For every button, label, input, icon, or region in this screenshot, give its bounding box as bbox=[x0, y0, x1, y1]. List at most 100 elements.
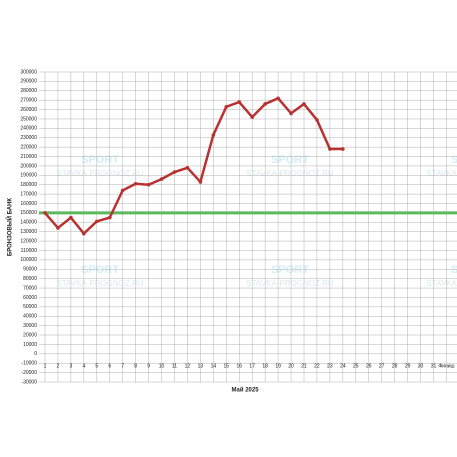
y-tick-label: 250000 bbox=[20, 116, 37, 122]
x-tick-label: 26 bbox=[366, 363, 372, 369]
watermark-site: STAVKA-PROGNOZ.RU bbox=[56, 279, 143, 288]
x-tick-label: 14 bbox=[211, 363, 217, 369]
data-point bbox=[69, 215, 73, 220]
watermark-brand: SPORT bbox=[81, 154, 119, 166]
x-tick-label: 22 bbox=[314, 363, 320, 369]
y-tick-label: 120000 bbox=[20, 238, 37, 244]
data-point bbox=[146, 182, 151, 187]
y-tick-label: 230000 bbox=[20, 135, 37, 141]
x-tick-label: 30 bbox=[418, 363, 424, 369]
data-point bbox=[198, 180, 203, 184]
x-tick-label: 13 bbox=[198, 363, 204, 369]
y-tick-label: 190000 bbox=[20, 173, 37, 179]
x-tick-label: 28 bbox=[392, 363, 398, 369]
watermark-site: STAVKA-PROGNOZ.RU bbox=[426, 169, 457, 178]
x-tick-label: 29 bbox=[405, 363, 411, 369]
y-tick-label: 0 bbox=[34, 351, 37, 357]
x-tick-label: 8 bbox=[134, 363, 137, 369]
x-tick-label: 31 bbox=[431, 363, 437, 369]
x-tick-label: 1 bbox=[44, 363, 47, 369]
y-tick-label: -20000 bbox=[21, 370, 37, 376]
x-tick-label: 23 bbox=[327, 363, 333, 369]
x-tick-label: 24 bbox=[340, 363, 346, 369]
y-tick-label: 290000 bbox=[20, 79, 37, 85]
watermark-brand: SPORT bbox=[81, 264, 119, 276]
watermark-brand: SPORT bbox=[271, 264, 309, 276]
x-tick-label: 15 bbox=[224, 363, 230, 369]
y-tick-label: 40000 bbox=[23, 314, 37, 320]
y-tick-label: 150000 bbox=[20, 210, 37, 216]
data-point bbox=[289, 111, 293, 116]
y-tick-label: -10000 bbox=[21, 361, 37, 367]
x-tick-label: 10 bbox=[159, 363, 165, 369]
y-tick-label: 180000 bbox=[20, 182, 37, 188]
series-line bbox=[44, 96, 343, 236]
watermark-site: STAVKA-PROGNOZ.RU bbox=[426, 279, 457, 288]
data-point bbox=[224, 104, 229, 109]
x-tick-label: 2 bbox=[57, 363, 60, 369]
y-tick-label: 130000 bbox=[20, 229, 37, 235]
x-tick-label: 6 bbox=[108, 363, 111, 369]
x-tick-label: 4 bbox=[82, 363, 85, 369]
data-point bbox=[237, 100, 242, 104]
watermark-site: STAVKA-PROGNOZ.RU bbox=[246, 169, 333, 178]
x-tick-label: 18 bbox=[262, 363, 268, 369]
y-tick-label: 220000 bbox=[20, 144, 37, 150]
x-tick-label: 25 bbox=[353, 363, 359, 369]
data-point bbox=[250, 115, 254, 119]
data-point bbox=[95, 219, 99, 224]
data-point bbox=[263, 102, 267, 106]
y-tick-label: 20000 bbox=[23, 332, 37, 338]
y-tick-label: 270000 bbox=[20, 98, 37, 104]
watermark-brand: SPORT bbox=[451, 264, 457, 276]
data-point bbox=[172, 170, 177, 174]
y-tick-label: 30000 bbox=[23, 323, 37, 329]
watermark-site: STAVKA-PROGNOZ.RU bbox=[246, 279, 333, 288]
data-point bbox=[133, 181, 138, 186]
data-point bbox=[315, 118, 319, 122]
x-tick-label: 11 bbox=[172, 363, 177, 369]
x-tick-label: 21 bbox=[301, 363, 307, 369]
y-tick-label: 90000 bbox=[23, 267, 37, 273]
y-tick-label: 100000 bbox=[20, 257, 37, 263]
x-tick-label: 3 bbox=[70, 363, 73, 369]
y-axis-label: БРОНЗОВЫЙ БАНК bbox=[6, 198, 14, 257]
data-point bbox=[211, 133, 216, 137]
y-tick-label: 210000 bbox=[20, 154, 37, 160]
data-point bbox=[341, 147, 345, 151]
data-point bbox=[328, 147, 332, 151]
y-tick-label: 50000 bbox=[23, 304, 37, 310]
y-tick-label: 260000 bbox=[20, 107, 37, 113]
data-point bbox=[56, 226, 60, 230]
y-tick-label: 60000 bbox=[23, 295, 37, 301]
x-tick-label: 16 bbox=[236, 363, 242, 369]
x-tick-label: 9 bbox=[147, 363, 150, 369]
x-tick-label: 17 bbox=[249, 363, 255, 369]
x-tick-label: 5 bbox=[95, 363, 98, 369]
watermark-brand: SPORT bbox=[271, 154, 309, 166]
y-tick-label: 80000 bbox=[23, 276, 37, 282]
x-tick-label: 20 bbox=[288, 363, 294, 369]
x-tick-label: 7 bbox=[121, 363, 124, 369]
watermark-brand: SPORT bbox=[451, 154, 457, 166]
watermark-site: STAVKA-PROGNOZ.RU bbox=[56, 169, 143, 178]
data-point bbox=[107, 215, 112, 220]
x-tick-label: Финиш bbox=[438, 363, 454, 369]
y-tick-label: -30000 bbox=[21, 379, 37, 385]
y-tick-label: 110000 bbox=[21, 248, 38, 254]
y-tick-label: 200000 bbox=[20, 163, 37, 169]
data-point bbox=[302, 102, 306, 106]
y-tick-label: 140000 bbox=[20, 220, 37, 226]
y-tick-label: 70000 bbox=[23, 285, 37, 291]
y-tick-label: 300000 bbox=[20, 69, 37, 75]
x-tick-label: 19 bbox=[275, 363, 281, 369]
y-tick-label: 280000 bbox=[20, 88, 37, 94]
x-tick-label: 12 bbox=[185, 363, 191, 369]
y-tick-label: 10000 bbox=[23, 342, 37, 348]
y-tick-label: 240000 bbox=[20, 126, 37, 132]
x-tick-label: 27 bbox=[379, 363, 385, 369]
data-point bbox=[43, 211, 47, 215]
data-point bbox=[276, 96, 280, 101]
y-tick-label: 170000 bbox=[20, 191, 37, 197]
